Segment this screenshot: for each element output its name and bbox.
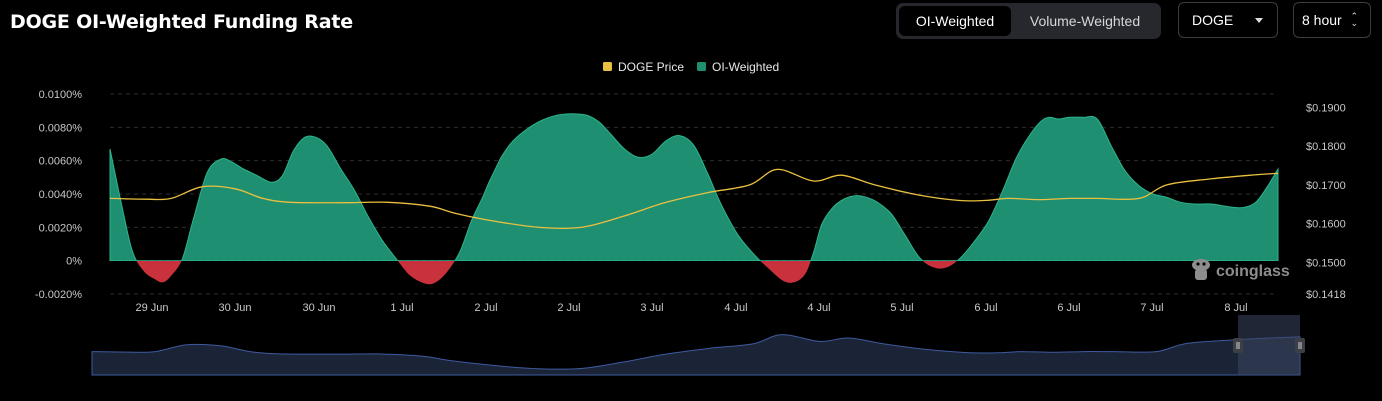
legend-item[interactable]: DOGE Price bbox=[603, 60, 684, 74]
y-left-tick-label: 0.0020% bbox=[39, 222, 83, 234]
legend-swatch bbox=[603, 62, 612, 71]
oi-weighted-tab[interactable]: OI-Weighted bbox=[899, 6, 1011, 36]
weighting-toggle: OI-Weighted Volume-Weighted bbox=[896, 3, 1161, 39]
volume-weighted-tab[interactable]: Volume-Weighted bbox=[1029, 13, 1141, 29]
coinglass-watermark: coinglass bbox=[1192, 259, 1290, 280]
up-down-chevron-icon: ⌃ ⌄ bbox=[1350, 11, 1358, 28]
y-left-tick-label: 0.0040% bbox=[39, 189, 83, 201]
watermark-text: coinglass bbox=[1216, 263, 1290, 280]
x-tick-label: 2 Jul bbox=[557, 302, 580, 314]
legend-swatch bbox=[697, 62, 706, 71]
y-right-tick-label: $0.1500 bbox=[1306, 257, 1346, 269]
x-tick-label: 1 Jul bbox=[390, 302, 413, 314]
y-right-tick-label: $0.1800 bbox=[1306, 141, 1346, 153]
range-navigator bbox=[91, 315, 1305, 376]
legend-label: OI-Weighted bbox=[712, 60, 779, 74]
page-title: DOGE OI-Weighted Funding Rate bbox=[10, 11, 353, 33]
x-tick-label: 30 Jun bbox=[218, 302, 251, 314]
y-right-tick-label: $0.1600 bbox=[1306, 219, 1346, 231]
y-left-tick-label: 0% bbox=[66, 256, 82, 268]
chevron-down-icon bbox=[1255, 18, 1263, 23]
y-left-tick-label: 0.0080% bbox=[39, 122, 83, 134]
x-tick-label: 4 Jul bbox=[807, 302, 830, 314]
symbol-select-value: DOGE bbox=[1192, 12, 1234, 28]
x-tick-label: 6 Jul bbox=[1057, 302, 1080, 314]
y-left-tick-label: 0.0060% bbox=[39, 156, 83, 168]
x-tick-label: 5 Jul bbox=[890, 302, 913, 314]
x-tick-label: 8 Jul bbox=[1224, 302, 1247, 314]
x-tick-label: 4 Jul bbox=[724, 302, 747, 314]
y-right-tick-label: $0.1700 bbox=[1306, 180, 1346, 192]
x-tick-label: 3 Jul bbox=[640, 302, 663, 314]
interval-select-value: 8 hour bbox=[1302, 12, 1342, 28]
interval-select[interactable]: 8 hour ⌃ ⌄ bbox=[1293, 2, 1371, 38]
oi-weighted-positive-area bbox=[109, 113, 1279, 261]
x-tick-label: 30 Jun bbox=[302, 302, 335, 314]
x-tick-label: 2 Jul bbox=[474, 302, 497, 314]
y-right-tick-label: $0.1418 bbox=[1306, 289, 1346, 301]
navigator-selection[interactable] bbox=[1238, 315, 1300, 375]
y-left-tick-label: 0.0100% bbox=[39, 89, 83, 101]
navigator-price-area bbox=[91, 334, 1301, 376]
doge-price-line bbox=[109, 168, 1279, 229]
navigator-right-handle[interactable] bbox=[1295, 338, 1305, 353]
legend-label: DOGE Price bbox=[618, 60, 684, 74]
oi-weighted-negative-area bbox=[136, 261, 957, 285]
navigator-left-handle[interactable] bbox=[1233, 338, 1243, 353]
x-tick-label: 6 Jul bbox=[974, 302, 997, 314]
x-tick-label: 29 Jun bbox=[135, 302, 168, 314]
x-tick-label: 7 Jul bbox=[1140, 302, 1163, 314]
y-right-tick-label: $0.1900 bbox=[1306, 103, 1346, 115]
legend-item[interactable]: OI-Weighted bbox=[697, 60, 779, 74]
coinglass-logo-icon bbox=[1192, 259, 1210, 280]
y-left-tick-label: -0.0020% bbox=[35, 289, 82, 301]
symbol-select[interactable]: DOGE bbox=[1178, 2, 1278, 38]
